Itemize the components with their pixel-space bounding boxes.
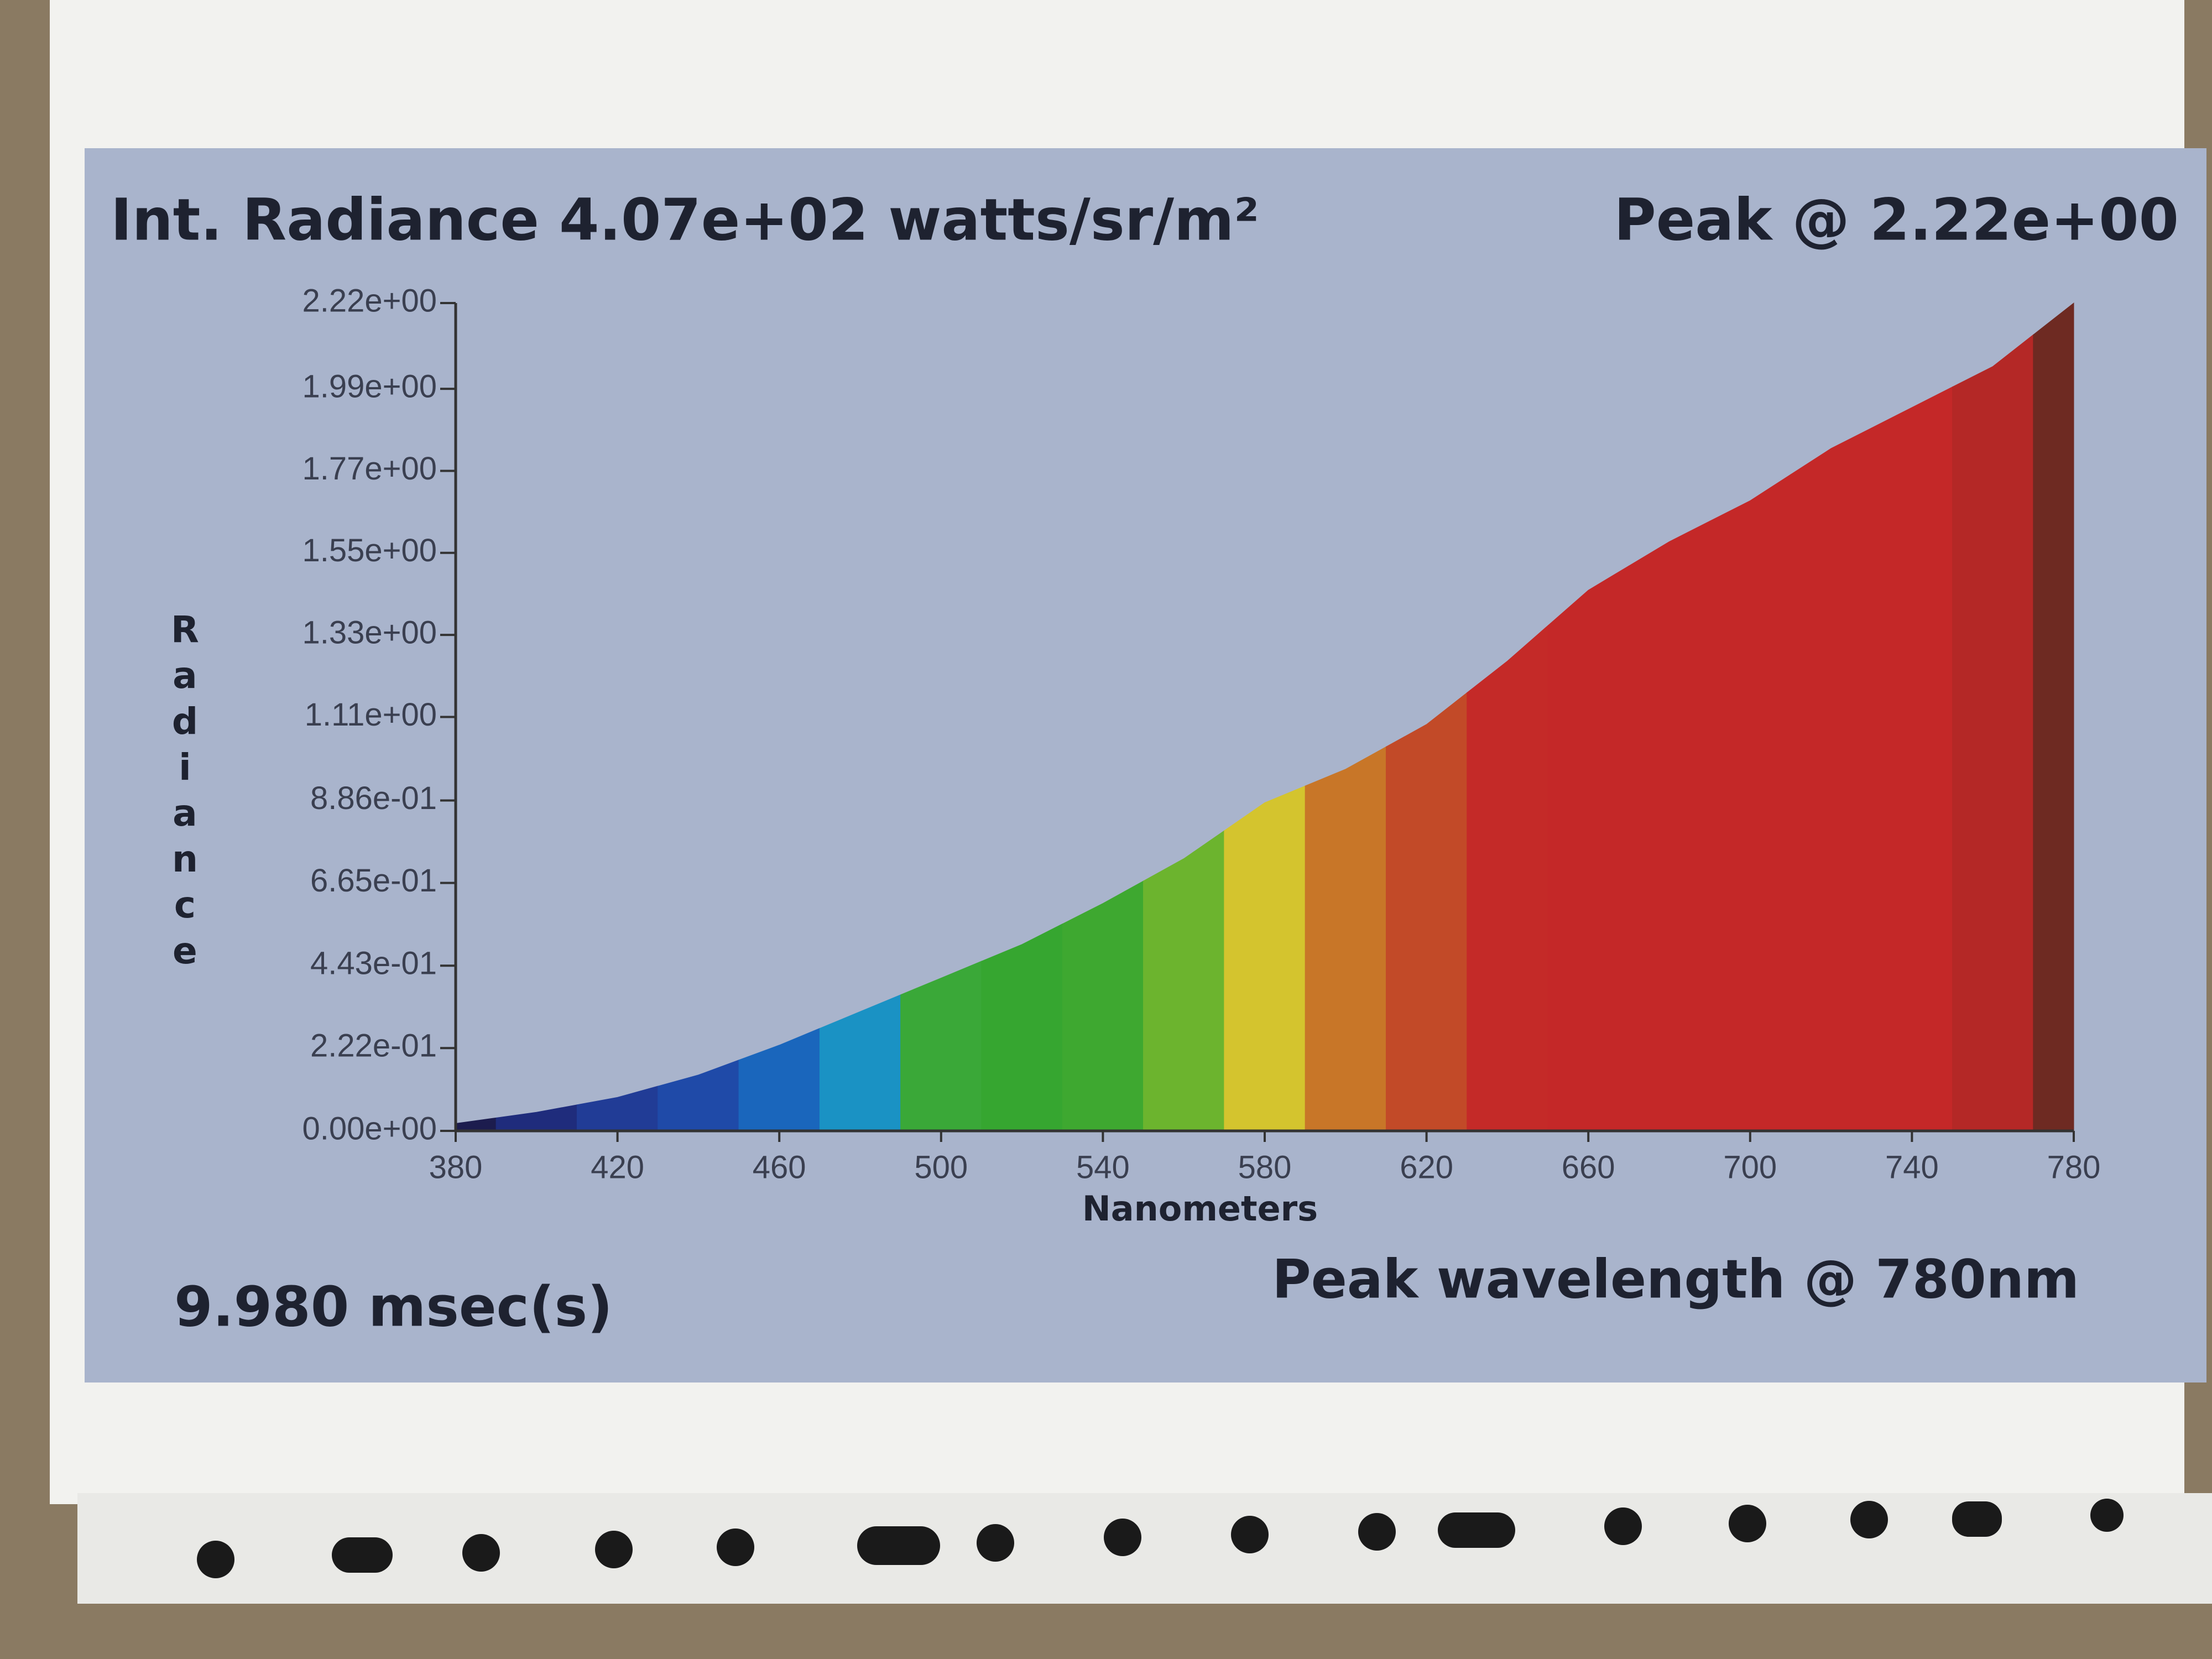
x-axis-label: Nanometers [1082,1188,1318,1229]
y-axis-label: Radiance [164,608,206,975]
area-segment [1709,474,1791,1131]
y-tick-label: 1.11e+00 [305,697,437,733]
area-segment [1628,520,1710,1131]
chart-title: Int. Radiance 4.07e+02 watts/sr/m² [111,186,1259,253]
x-tick-label: 500 [914,1149,968,1185]
y-tick-label: 1.99e+00 [302,368,437,404]
y-tick-label: 6.65e-01 [310,863,437,899]
annotation: 9.980 msec(s) [174,1274,613,1339]
x-tick-label: 580 [1238,1149,1292,1185]
x-tick-label: 420 [591,1149,644,1185]
x-tick-label: 380 [429,1149,483,1185]
area-segment [1143,830,1225,1131]
x-tick-label: 660 [1562,1149,1615,1185]
y-tick-label: 4.43e-01 [310,946,437,982]
area-segment [1305,746,1386,1131]
x-tick-label: 620 [1400,1149,1453,1185]
area-segment [1952,334,2034,1131]
y-tick-label: 1.33e+00 [302,614,437,650]
y-tick-label: 8.86e-01 [310,780,437,816]
y-tick-label: 1.55e+00 [302,533,437,568]
area-segment [1062,880,1144,1131]
x-tick-label: 740 [1885,1149,1939,1185]
y-tick-label: 2.22e-01 [310,1028,437,1064]
y-tick-label: 2.22e+00 [302,283,437,319]
binder-strip [77,1493,2212,1604]
x-tick-label: 540 [1076,1149,1130,1185]
area-segment [1871,386,1953,1131]
area-segment [1467,625,1548,1131]
annotation: Peak wavelength @ 780nm [1272,1248,2079,1310]
x-tick-label: 700 [1723,1149,1777,1185]
chart-subtitle: Peak @ 2.22e+00 [1614,186,2179,253]
area-segment [2033,302,2074,1131]
x-tick-label: 460 [753,1149,806,1185]
area-segment [1547,565,1629,1131]
y-tick-label: 0.00e+00 [302,1110,437,1146]
area-segment [1385,692,1468,1131]
area-segment [1790,427,1872,1131]
area-segment [1224,785,1306,1131]
y-tick-label: 1.77e+00 [302,451,437,487]
binder-holes [197,1499,2124,1578]
x-tick-label: 780 [2047,1149,2101,1185]
